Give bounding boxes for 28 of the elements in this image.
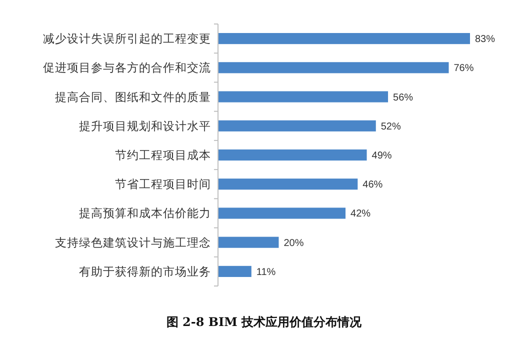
bar <box>218 149 367 161</box>
bar <box>218 91 388 102</box>
data-label: 49% <box>372 150 392 162</box>
y-tick-label: 提高预算和成本估价能力 <box>79 206 211 220</box>
data-label: 56% <box>393 92 414 104</box>
y-tick-label: 节约工程项目成本 <box>115 148 211 162</box>
y-tick-label: 促进项目参与各方的合作和交流 <box>43 60 211 75</box>
data-label: 11% <box>256 266 276 278</box>
data-label: 52% <box>380 121 402 132</box>
y-tick-label: 提高合同、图纸和文件的质量 <box>55 90 211 104</box>
bar <box>218 236 279 248</box>
y-tick-label: 提升项目规划和设计水平 <box>79 118 211 133</box>
bar <box>218 178 358 190</box>
data-label: 83% <box>475 34 496 46</box>
bar <box>218 120 376 132</box>
data-label: 76% <box>454 63 474 74</box>
data-label: 46% <box>362 180 383 191</box>
bar <box>218 266 252 277</box>
bar <box>218 33 470 44</box>
data-label: 20% <box>284 238 304 249</box>
data-label: 42% <box>350 208 371 220</box>
y-tick-label: 支持绿色建筑设计与施工理念 <box>55 235 211 250</box>
y-tick-label: 节省工程项目时间 <box>115 177 211 192</box>
text: 图 2-8 BIM 技术应用价值分布情况 <box>166 315 363 329</box>
y-tick-label: 有助于获得新的市场业务 <box>79 264 211 278</box>
bar <box>218 62 449 74</box>
y-tick-label: 减少设计失误所引起的工程变更 <box>43 32 211 46</box>
bar <box>218 208 346 219</box>
